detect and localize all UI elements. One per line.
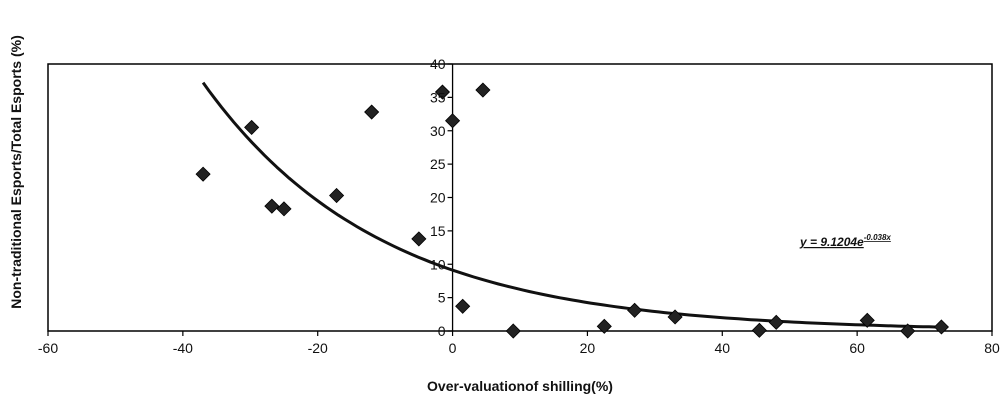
y-tick-label: 20 <box>430 190 446 206</box>
y-tick-label: 25 <box>430 156 446 172</box>
x-axis-title: Over-valuationof shilling(%) <box>427 378 613 394</box>
exponential-trendline <box>201 81 942 329</box>
x-tick-label: -20 <box>308 340 328 356</box>
data-point-diamond <box>505 323 521 339</box>
data-point-diamond <box>276 201 292 217</box>
data-point-diamond <box>751 322 767 338</box>
trendline-equation: y = 9.1204e-0.038x <box>799 233 891 249</box>
x-tick-label: 0 <box>449 340 457 356</box>
x-tick-label: 60 <box>849 340 865 356</box>
y-tick-label: 35 <box>430 89 446 105</box>
data-point-diamond <box>859 312 875 328</box>
data-point-diamond <box>445 113 461 129</box>
y-tick-label: 0 <box>438 323 446 339</box>
data-point-diamond <box>364 104 380 120</box>
data-point-diamond <box>900 323 916 339</box>
data-point-diamond <box>475 82 491 98</box>
data-point-diamond <box>434 84 451 100</box>
tick-labels: -60 -40 -20 0 20 40 60 80 0 5 10 15 20 25 30 35 40 <box>38 56 1000 356</box>
data-point-diamond <box>411 231 427 247</box>
y-tick-label: 30 <box>430 123 446 139</box>
x-tick-label: 40 <box>714 340 730 356</box>
plot-area-frame <box>47 63 993 332</box>
data-point-diamond <box>195 166 211 182</box>
y-axis-title: Non-traditional Esports/Total Esports (%… <box>8 35 24 309</box>
data-point-diamond <box>455 298 471 314</box>
y-tick-label: 15 <box>430 223 446 239</box>
data-points <box>195 82 949 339</box>
data-point-diamond <box>244 119 260 135</box>
x-tick-label: -40 <box>173 340 193 356</box>
y-tick-label: 5 <box>438 290 446 306</box>
data-point-diamond <box>627 302 643 318</box>
trendline <box>201 81 942 329</box>
data-point-diamond <box>667 309 683 325</box>
data-point-diamond <box>329 187 345 204</box>
data-point-diamond <box>596 318 612 334</box>
x-tick-label: -60 <box>38 340 58 356</box>
x-tick-label: 80 <box>984 340 1000 356</box>
y-tick-label: 40 <box>430 56 446 72</box>
y-tick-label: 10 <box>430 256 446 272</box>
data-point-diamond <box>768 314 784 330</box>
axes <box>47 63 993 336</box>
data-point-diamond <box>933 319 949 335</box>
data-point-diamond <box>264 198 280 214</box>
x-tick-label: 20 <box>580 340 596 356</box>
